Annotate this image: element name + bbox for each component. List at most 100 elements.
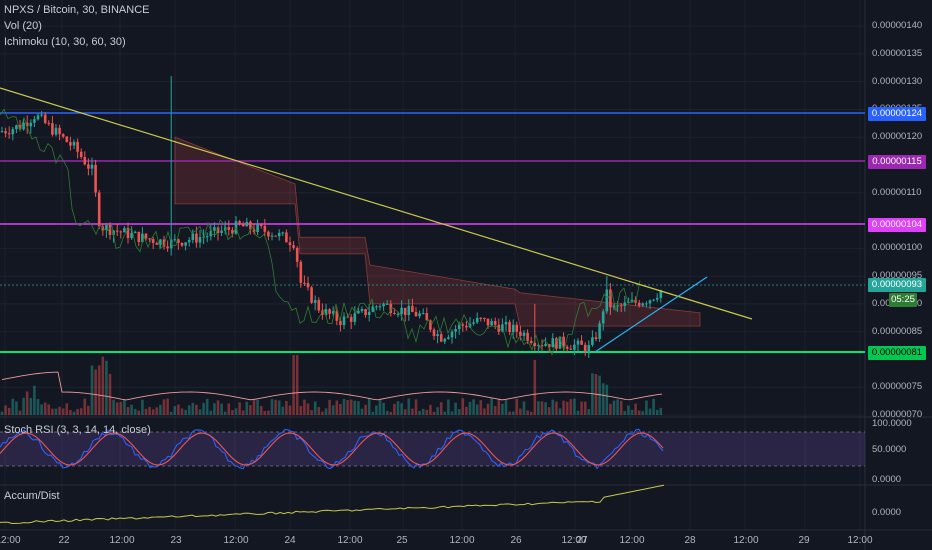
volume-legend[interactable]: Vol (20) [4,20,42,32]
volume-bar [580,401,583,415]
volume-bar [249,405,252,415]
candle-body [90,164,94,169]
volume-bar [281,406,285,415]
volume-bar [0,411,4,415]
candle-body [274,235,277,237]
time-axis-label: 29 [798,535,810,546]
candle-body [263,226,267,232]
volume-bar [25,391,29,415]
candle-body [126,228,130,239]
candle-body [270,235,274,237]
stoch-d-line [0,432,664,466]
candle-body [652,299,655,301]
candle-body [324,309,328,315]
countdown-badge: 05:25 [889,293,917,307]
time-axis-label: 28 [684,535,696,546]
time-axis-label: 12:00 [0,535,21,546]
candle-body [105,224,108,231]
candle-body [155,242,159,245]
volume-bar [205,398,209,415]
price-axis-label: 0.00000070 [872,409,923,420]
candle-body [396,313,400,315]
volume-bar [353,400,357,415]
time-axis-label: 12:00 [847,535,873,546]
time-axis-label: 12:00 [337,535,363,546]
volume-bar [18,410,22,415]
candle-body [393,312,396,314]
volume-bar [245,401,249,415]
ascending-trendline [594,276,708,353]
volume-bar [313,401,317,415]
candle-body [256,224,259,232]
volume-bar [58,406,61,415]
ichimoku-legend[interactable]: Ichimoku (10, 30, 60, 30) [4,36,126,48]
candle-body [281,232,285,234]
time-axis-label: 24 [284,535,296,546]
price-axis-label: 0.00000100 [872,242,923,254]
volume-bar [569,399,573,415]
volume-bar [544,402,547,415]
volume-bar [169,411,173,415]
candle-body [79,151,83,158]
accum-dist-legend[interactable]: Accum/Dist [4,490,60,502]
volume-bar [256,399,259,415]
volume-bar [576,410,580,415]
candle-body [371,306,375,312]
candle-body [209,230,213,237]
volume-ma-line [1,371,663,401]
volume-bar [403,409,407,415]
candle-body [382,304,385,307]
candle-body [447,337,450,339]
volume-bar [7,407,11,415]
volume-bar [274,399,277,415]
price-axis-label: 0.00000120 [872,131,923,143]
volume-bar [331,405,335,415]
volume-bar [490,398,493,415]
volume-bar [641,411,645,415]
volume-bar [475,404,479,415]
volume-bar [367,398,371,415]
volume-bar [547,407,551,415]
candle-body [115,230,119,232]
volume-bar [573,398,576,415]
candle-body [360,309,364,311]
volume-bar [252,398,256,415]
candle-body [288,242,292,246]
candle-body [378,306,382,308]
volume-bar [159,404,162,415]
candle-body [641,303,645,306]
volume-bar [339,403,342,415]
volume-bar [533,360,537,415]
stoch-rsi-legend[interactable]: Stoch RSI (3, 3, 14, 14, close) [4,424,151,436]
volume-bar [529,411,533,415]
volume-bar [637,410,641,415]
time-axis-label: 22 [58,535,70,546]
volume-bar [4,405,7,415]
volume-bar [259,405,263,415]
candle-body [486,318,490,326]
candle-body [425,313,429,321]
candle-body [364,309,367,316]
candle-body [562,336,565,347]
candle-body [177,239,180,243]
candle-body [357,310,360,314]
candle-body [306,283,310,288]
volume-bar [151,409,155,415]
symbol-legend[interactable]: NPXS / Bitcoin, 30, BINANCE [4,4,150,16]
candle-body [454,329,457,332]
volume-bar [324,408,328,415]
candle-body [313,300,317,303]
volume-bar [76,409,79,415]
volume-bar [432,411,436,415]
volume-bar [612,400,616,415]
candle-body [508,322,511,333]
candle-body [43,114,47,123]
volume-bar [378,399,382,415]
ichimoku-lagging-line [0,108,641,357]
candle-body [94,164,97,193]
candle-body [267,231,270,237]
volume-bar [371,411,375,415]
candle-body [0,131,4,133]
